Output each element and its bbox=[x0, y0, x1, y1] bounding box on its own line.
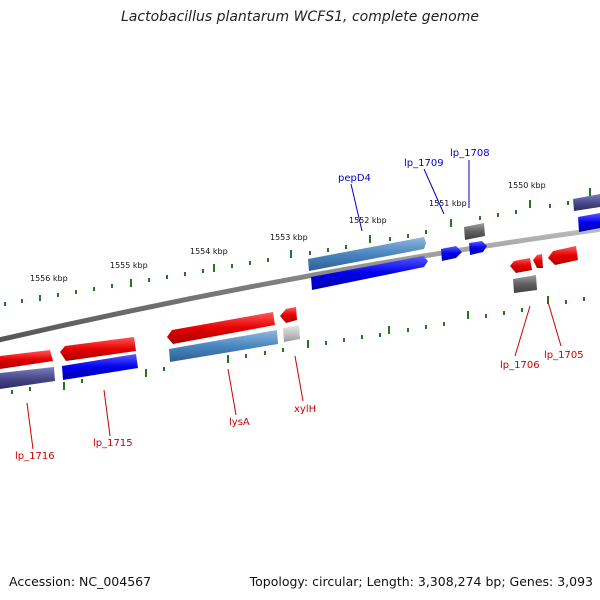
topology-label: Topology: circular; Length: 3,308,274 bp… bbox=[249, 574, 593, 589]
scale-label: 1552 kbp bbox=[349, 216, 387, 225]
gene-label-lp_1715: lp_1715 bbox=[93, 438, 133, 449]
leader-lp_1705 bbox=[547, 301, 562, 347]
gene-arrow-pepD4[interactable] bbox=[308, 237, 426, 271]
gene-arrow[interactable] bbox=[513, 275, 537, 293]
gene-label-xylH: xylH bbox=[294, 404, 316, 415]
scale-label: 1553 kbp bbox=[270, 233, 308, 242]
gene-label-pepD4: pepD4 bbox=[338, 173, 371, 184]
gene-arrow[interactable] bbox=[0, 367, 55, 389]
gene-arrow[interactable] bbox=[283, 325, 300, 342]
gene-label-lp_1716: lp_1716 bbox=[15, 451, 55, 462]
gene-arrow[interactable] bbox=[578, 213, 600, 232]
gene-arrow[interactable] bbox=[464, 223, 485, 240]
gene-arrow-lp_1706[interactable] bbox=[510, 258, 532, 273]
scale-label: 1551 kbp bbox=[429, 199, 467, 208]
gene-label-lp_1709: lp_1709 bbox=[404, 158, 444, 169]
gene-arrow-lysA[interactable] bbox=[167, 312, 275, 344]
gene-arrow-lp_1716[interactable] bbox=[0, 350, 53, 369]
leader-xylH bbox=[294, 355, 304, 402]
gene-label-lysA: lysA bbox=[229, 417, 250, 428]
reverse-genes bbox=[0, 246, 578, 389]
gene-arrow[interactable] bbox=[311, 256, 428, 290]
leader-lp_1709 bbox=[423, 168, 445, 215]
gene-label-lp_1706: lp_1706 bbox=[500, 360, 540, 371]
map-title: Lactobacillus plantarum WCFS1, complete … bbox=[121, 9, 479, 25]
gene-arrow-lp_1708[interactable] bbox=[469, 241, 487, 255]
gene-arrow-lp_1715[interactable] bbox=[60, 337, 136, 361]
leader-lp_1715 bbox=[103, 389, 111, 437]
accession-label: Accession: NC_004567 bbox=[9, 574, 152, 589]
forward-genes bbox=[308, 194, 600, 290]
leader-pepD4 bbox=[350, 183, 363, 232]
reverse-tick-track bbox=[11, 296, 585, 394]
scale-label: 1554 kbp bbox=[190, 247, 228, 256]
forward-tick-track bbox=[4, 188, 591, 306]
gene-label-lp_1705: lp_1705 bbox=[544, 350, 584, 361]
scale-label: 1555 kbp bbox=[110, 261, 148, 270]
gene-arrow-xylH[interactable] bbox=[280, 307, 297, 323]
genome-backbone bbox=[0, 226, 600, 343]
leader-lysA bbox=[227, 368, 237, 416]
gene-labels: pepD4 lp_1709 lp_1708 lp_1716 lp_1715 ly… bbox=[15, 148, 584, 462]
gene-arrow-lp_1709[interactable] bbox=[441, 246, 462, 261]
gene-arrow[interactable] bbox=[62, 354, 138, 380]
scale-label: 1556 kbp bbox=[30, 274, 68, 283]
leader-lp_1706 bbox=[514, 305, 531, 357]
label-leaders bbox=[26, 160, 562, 450]
gene-arrow[interactable] bbox=[169, 330, 278, 362]
leader-lp_1716 bbox=[26, 402, 34, 450]
gene-arrow-lp_1705[interactable] bbox=[548, 246, 578, 265]
gene-label-lp_1708: lp_1708 bbox=[450, 148, 490, 159]
gene-arrow[interactable] bbox=[533, 254, 543, 268]
scale-labels: 1556 kbp 1555 kbp 1554 kbp 1553 kbp 1552… bbox=[30, 181, 546, 283]
scale-label: 1550 kbp bbox=[508, 181, 546, 190]
gene-arrow[interactable] bbox=[573, 194, 600, 211]
